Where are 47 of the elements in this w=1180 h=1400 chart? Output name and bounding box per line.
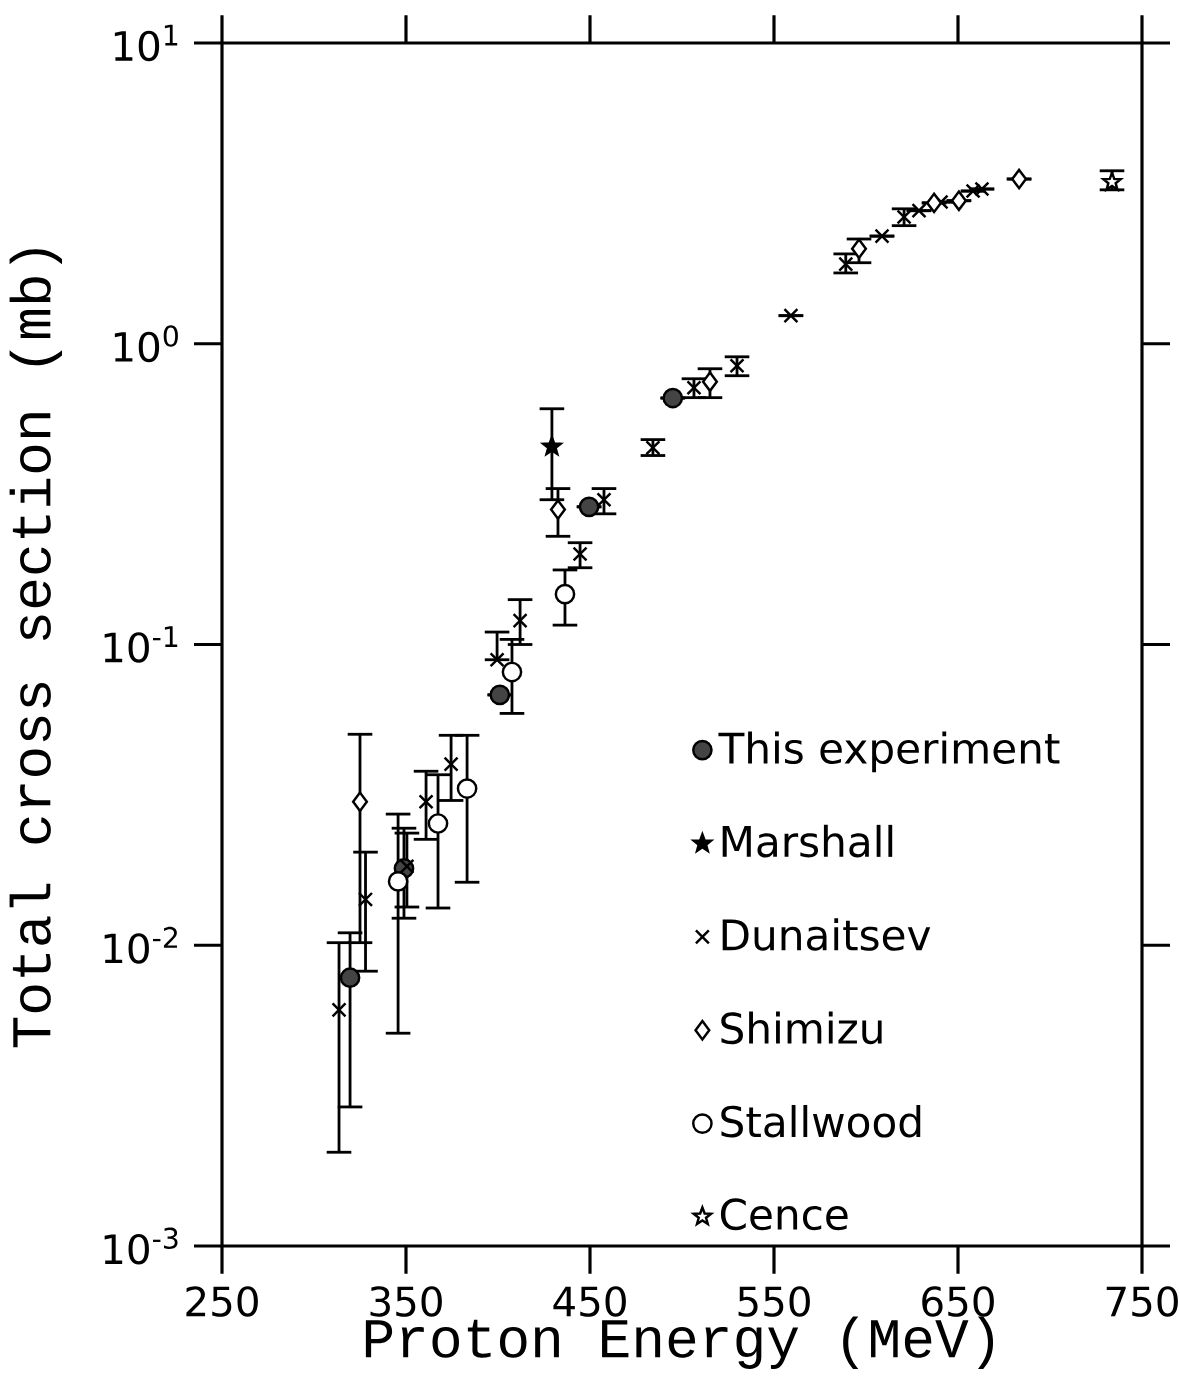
point xyxy=(512,613,528,629)
point xyxy=(950,190,968,212)
legend-label: Dunaitsev xyxy=(722,918,931,951)
point xyxy=(572,546,588,562)
point xyxy=(427,813,449,834)
point xyxy=(331,1002,347,1018)
point xyxy=(554,583,576,605)
point xyxy=(1011,168,1028,190)
legend-label: Stallwood xyxy=(721,1104,921,1138)
point xyxy=(850,238,868,260)
x-tick-label: 650 xyxy=(922,1286,994,1317)
point xyxy=(874,228,890,244)
y-tick-label: 10$^{-1}$ xyxy=(104,626,178,663)
y-axis-title: Total cross section (mb) xyxy=(9,249,63,1048)
y-tick-label: 10$^{-2}$ xyxy=(104,926,177,964)
point xyxy=(974,181,990,197)
point xyxy=(729,358,745,374)
x-tick-label: 550 xyxy=(738,1286,810,1317)
point xyxy=(911,203,927,219)
point xyxy=(645,440,661,456)
y-tick-label: 10$^{-3}$ xyxy=(104,1227,178,1265)
legend-label: This experiment xyxy=(718,731,1060,773)
legend-label: Shimizu xyxy=(721,1011,882,1045)
y-tick-label: 10$^{1}$ xyxy=(114,24,178,62)
x-tick-label: 750 xyxy=(1106,1286,1178,1317)
point xyxy=(783,307,799,324)
point xyxy=(351,791,369,813)
legend-label: Marshall xyxy=(722,824,893,858)
point xyxy=(965,183,981,199)
x-axis-title: Proton Energy (MeV) xyxy=(365,1316,994,1369)
point xyxy=(443,756,459,772)
point xyxy=(339,967,361,989)
point xyxy=(501,661,523,683)
point xyxy=(489,652,505,668)
point xyxy=(357,891,374,908)
point xyxy=(549,499,567,520)
point xyxy=(925,192,943,214)
legend-label: Cence xyxy=(720,1198,848,1231)
point xyxy=(418,794,434,810)
point xyxy=(456,778,478,799)
x-tick-label: 250 xyxy=(186,1286,258,1317)
y-tick-label: 10$^{0}$ xyxy=(114,325,178,363)
point xyxy=(541,436,562,456)
point xyxy=(387,871,409,892)
point xyxy=(489,684,511,706)
x-tick-label: 350 xyxy=(370,1286,442,1317)
x-tick-label: 450 xyxy=(553,1286,626,1317)
